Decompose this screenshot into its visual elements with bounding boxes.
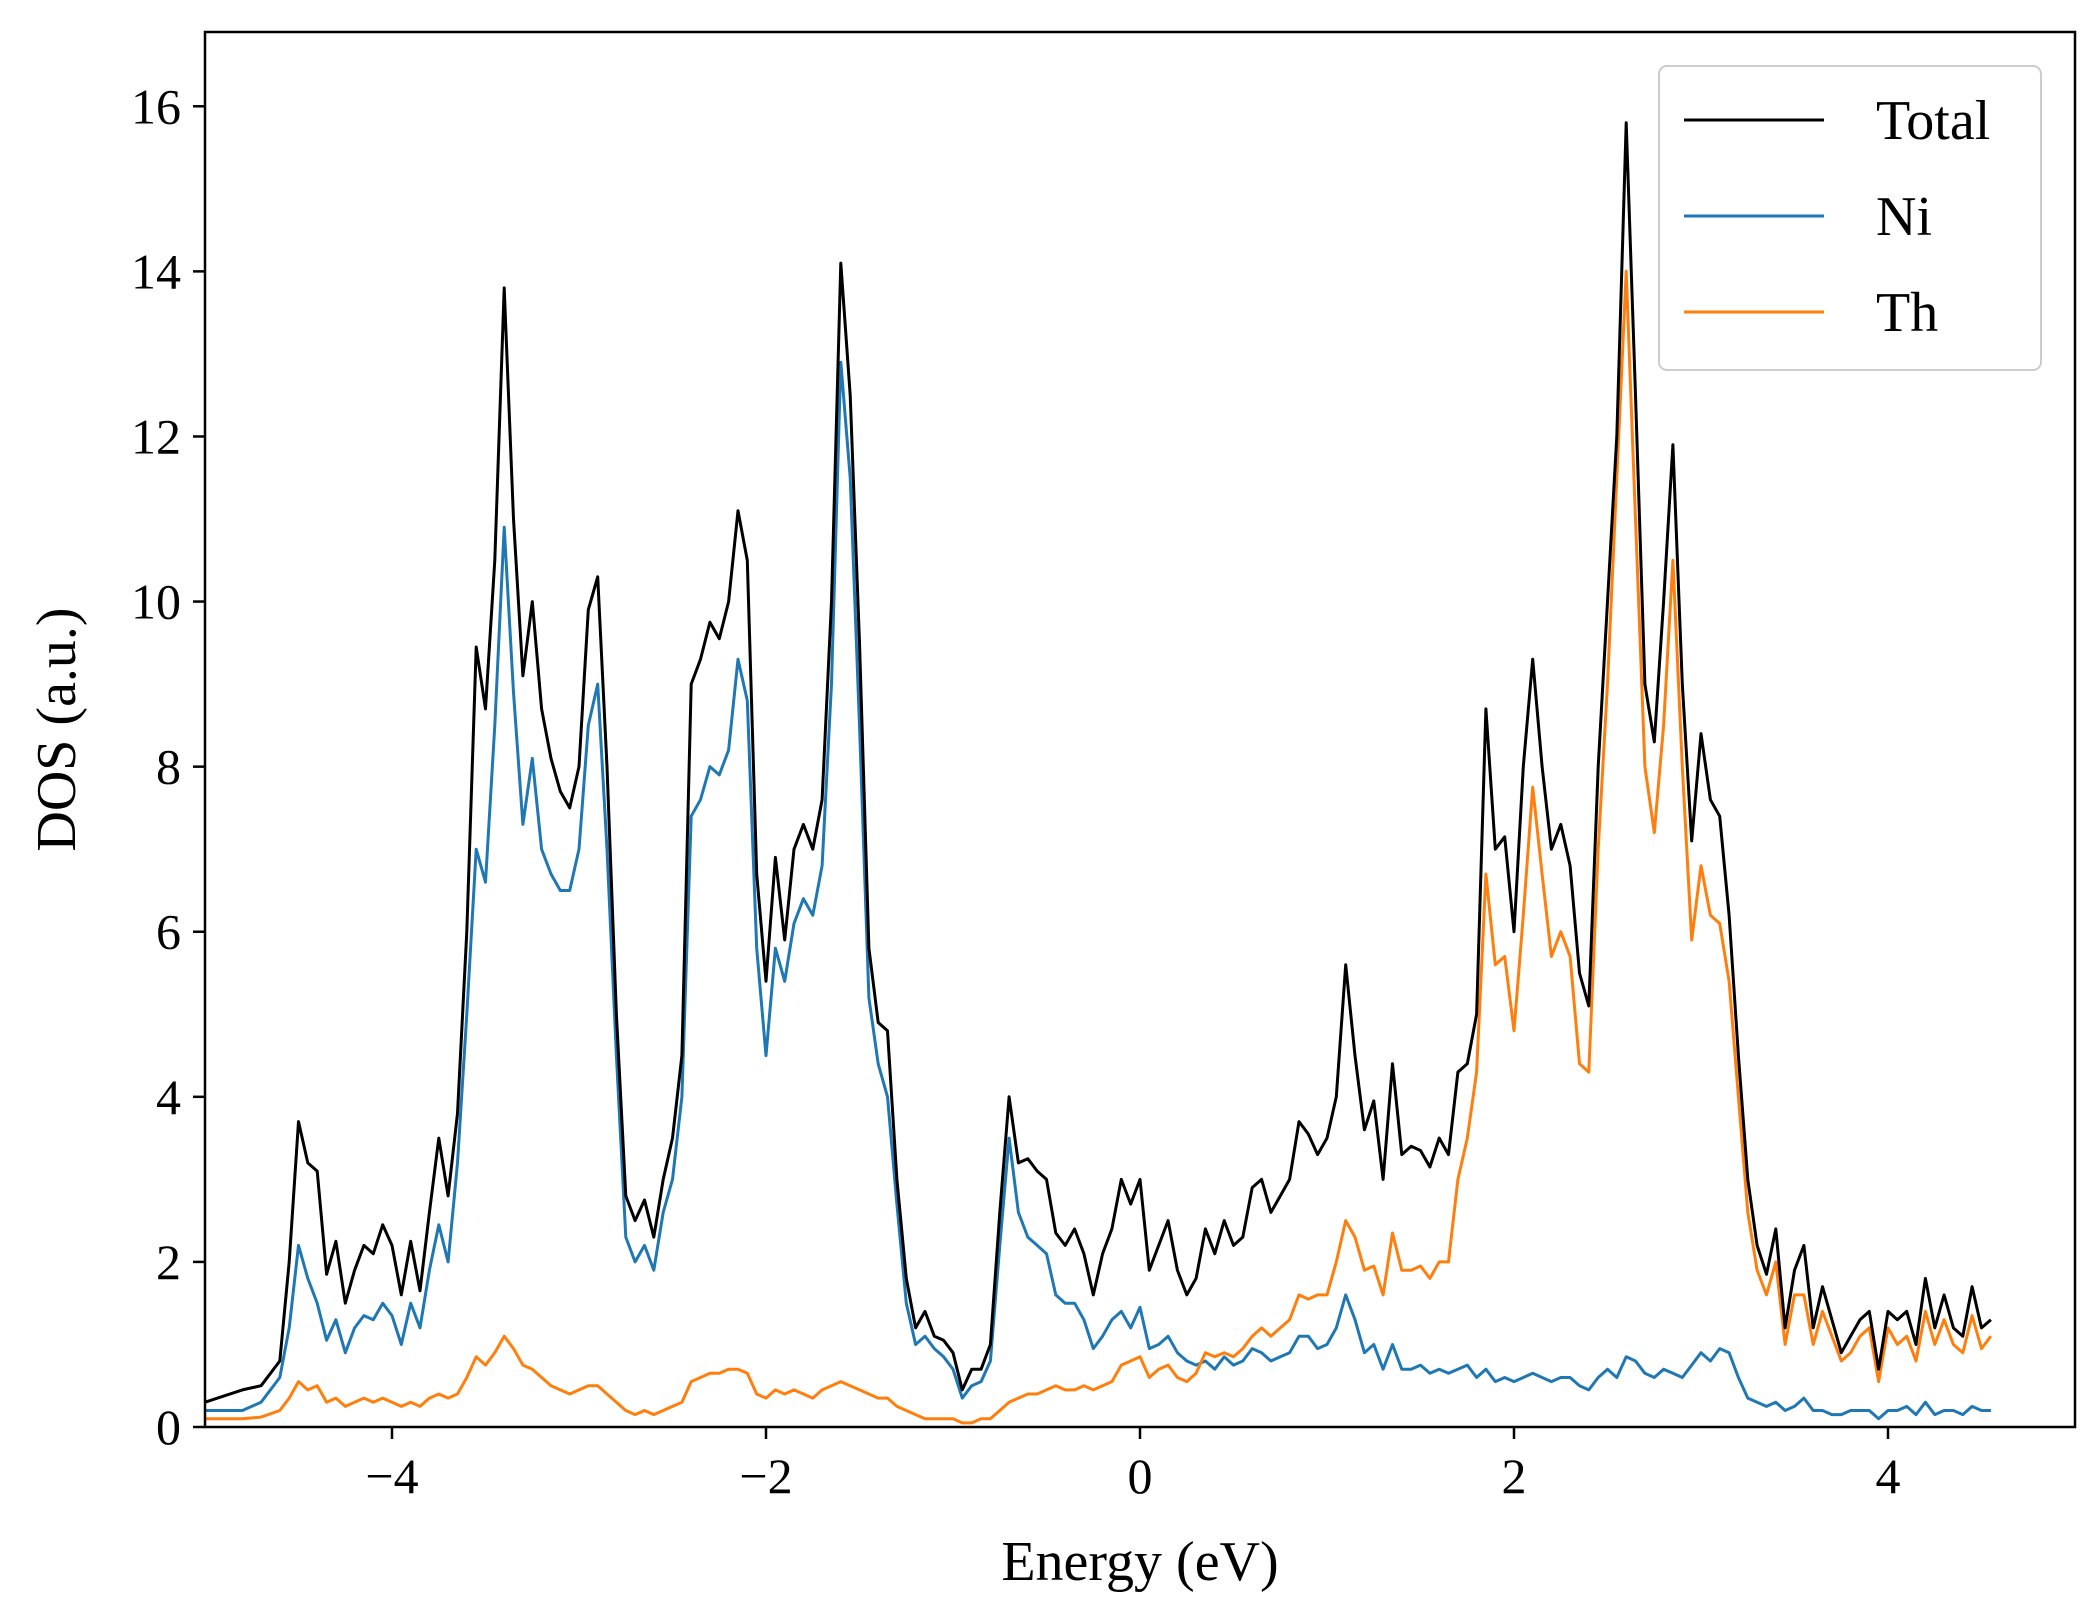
y-axis-title: DOS (a.u.) (26, 607, 88, 851)
y-tick-label: 12 (131, 408, 181, 464)
x-tick-label: 2 (1502, 1448, 1527, 1504)
x-axis-title: Energy (eV) (1001, 1531, 1278, 1593)
legend-label-th: Th (1876, 282, 1938, 344)
series-layer (205, 121, 1993, 1425)
ticks-layer: −4 −2 0 2 4 0 2 4 6 8 10 12 14 16 (131, 78, 1901, 1504)
y-tick-label: 8 (156, 739, 181, 795)
y-tick-label: 0 (156, 1399, 181, 1455)
y-tick-label: 16 (131, 78, 181, 134)
series-line-ni (205, 360, 1991, 1421)
x-tick-label: −4 (365, 1448, 418, 1504)
legend: Total Ni Th (1658, 65, 2042, 371)
x-tick-label: 0 (1128, 1448, 1153, 1504)
series-line-th (205, 269, 1993, 1425)
legend-label-total: Total (1876, 90, 1990, 152)
series-line-total (205, 121, 1992, 1404)
y-tick-label: 2 (156, 1234, 181, 1290)
x-tick-label: 4 (1876, 1448, 1901, 1504)
y-tick-label: 4 (156, 1069, 181, 1125)
x-tick-label: −2 (739, 1448, 792, 1504)
y-tick-label: 10 (131, 574, 181, 630)
y-tick-label: 14 (131, 243, 181, 299)
legend-label-ni: Ni (1876, 186, 1932, 248)
y-tick-label: 6 (156, 904, 181, 960)
legend-box (1658, 65, 2042, 371)
